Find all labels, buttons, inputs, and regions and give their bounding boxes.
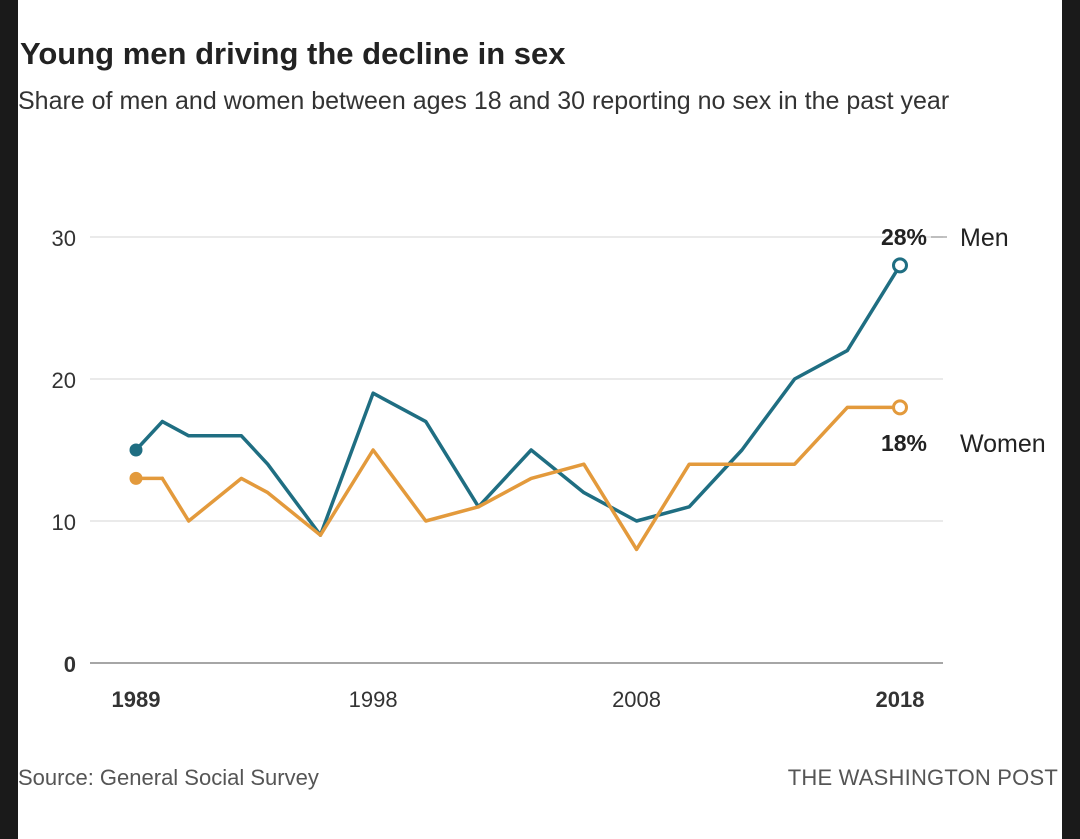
x-tick-label: 2008 <box>612 687 661 712</box>
source-note: Source: General Social Survey <box>18 765 319 790</box>
line-chart: 0 10 20 30 1989 1998 2008 2018 28% Men 18% Women <box>52 224 1046 712</box>
series-start-point-women <box>129 471 143 485</box>
x-tick-label: 2018 <box>876 687 925 712</box>
y-tick-label: 20 <box>52 368 76 393</box>
women-end-value-label: 18% <box>881 430 927 456</box>
x-tick-label: 1989 <box>112 687 161 712</box>
series-end-point-women <box>892 399 908 416</box>
y-tick-label: 10 <box>52 510 76 535</box>
series-start-point-men <box>129 443 143 457</box>
men-end-value-label: 28% <box>881 224 927 250</box>
men-series-label: Men <box>960 224 1009 252</box>
series-line-women <box>160 405 902 552</box>
series-end-point-men <box>892 257 908 274</box>
chart-title: Young men driving the decline in sex <box>20 36 566 71</box>
series-line-men <box>160 263 902 537</box>
chart-subtitle: Share of men and women between ages 18 a… <box>18 87 950 115</box>
chart-card: Young men driving the decline in sex Sha… <box>18 0 1062 839</box>
y-tick-label: 0 <box>64 652 76 677</box>
y-tick-label: 30 <box>52 226 76 251</box>
women-series-label: Women <box>960 430 1046 458</box>
publisher-credit: THE WASHINGTON POST <box>787 765 1058 790</box>
x-tick-label: 1998 <box>349 687 398 712</box>
